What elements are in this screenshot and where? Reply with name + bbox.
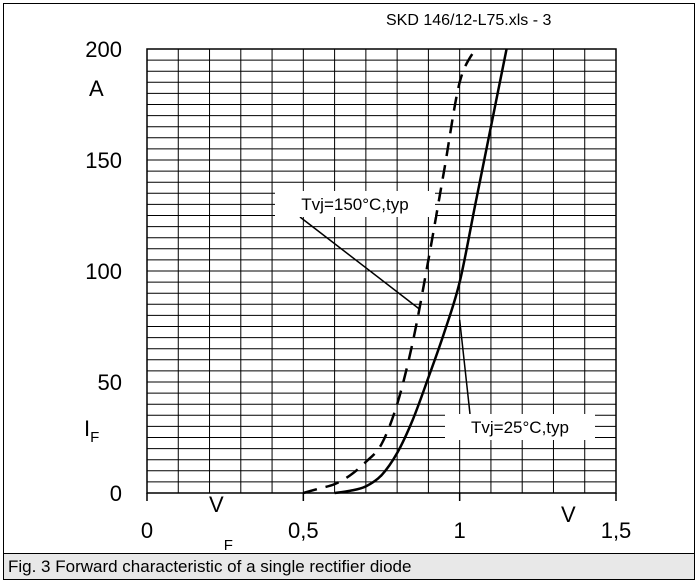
x-unit-label: V: [561, 502, 576, 527]
leader-150c: [299, 216, 420, 310]
y-tick-label: 50: [98, 370, 122, 395]
x-tick-label: 0,5: [288, 518, 319, 543]
label-25c: Tvj=25°C,typ: [471, 418, 569, 437]
y-axis-label: IF: [84, 416, 99, 446]
y-tick-label: 100: [85, 259, 122, 284]
label-bg-150c: [275, 191, 435, 217]
y-unit-label: A: [89, 76, 104, 101]
figure-frame: 0 0,5 1 1,5 0 50 100 150 200 Tvj=150°C,typ Tvj=25…: [3, 3, 695, 580]
leader-25c: [458, 319, 471, 415]
series-line-150c: [302, 48, 477, 495]
y-tick-label: 200: [85, 37, 122, 62]
x-tick-label: 1,5: [601, 518, 632, 543]
figure-caption: Fig. 3 Forward characteristic of a singl…: [4, 553, 694, 579]
y-tick-label: 0: [110, 481, 122, 506]
forward-characteristic-chart: 0 0,5 1 1,5 0 50 100 150 200 Tvj=150°C,typ Tvj=25…: [84, 12, 631, 553]
x-axis-label: VF: [209, 492, 233, 553]
tick-labels: 0 0,5 1 1,5 0 50 100 150 200: [85, 37, 631, 543]
x-tick-label: 0: [141, 518, 153, 543]
file-ref: SKD 146/12-L75.xls - 3: [386, 12, 552, 29]
label-bg-25c: [445, 414, 595, 440]
chart-series: [302, 48, 508, 495]
label-150c: Tvj=150°C,typ: [301, 195, 408, 214]
annotations: Tvj=150°C,typ Tvj=25°C,typ: [275, 191, 595, 440]
y-tick-label: 150: [85, 148, 122, 173]
x-tick-label: 1: [454, 518, 466, 543]
chart-axes: [146, 48, 617, 494]
series-line-25c: [334, 48, 508, 495]
plot-border: [146, 48, 617, 494]
